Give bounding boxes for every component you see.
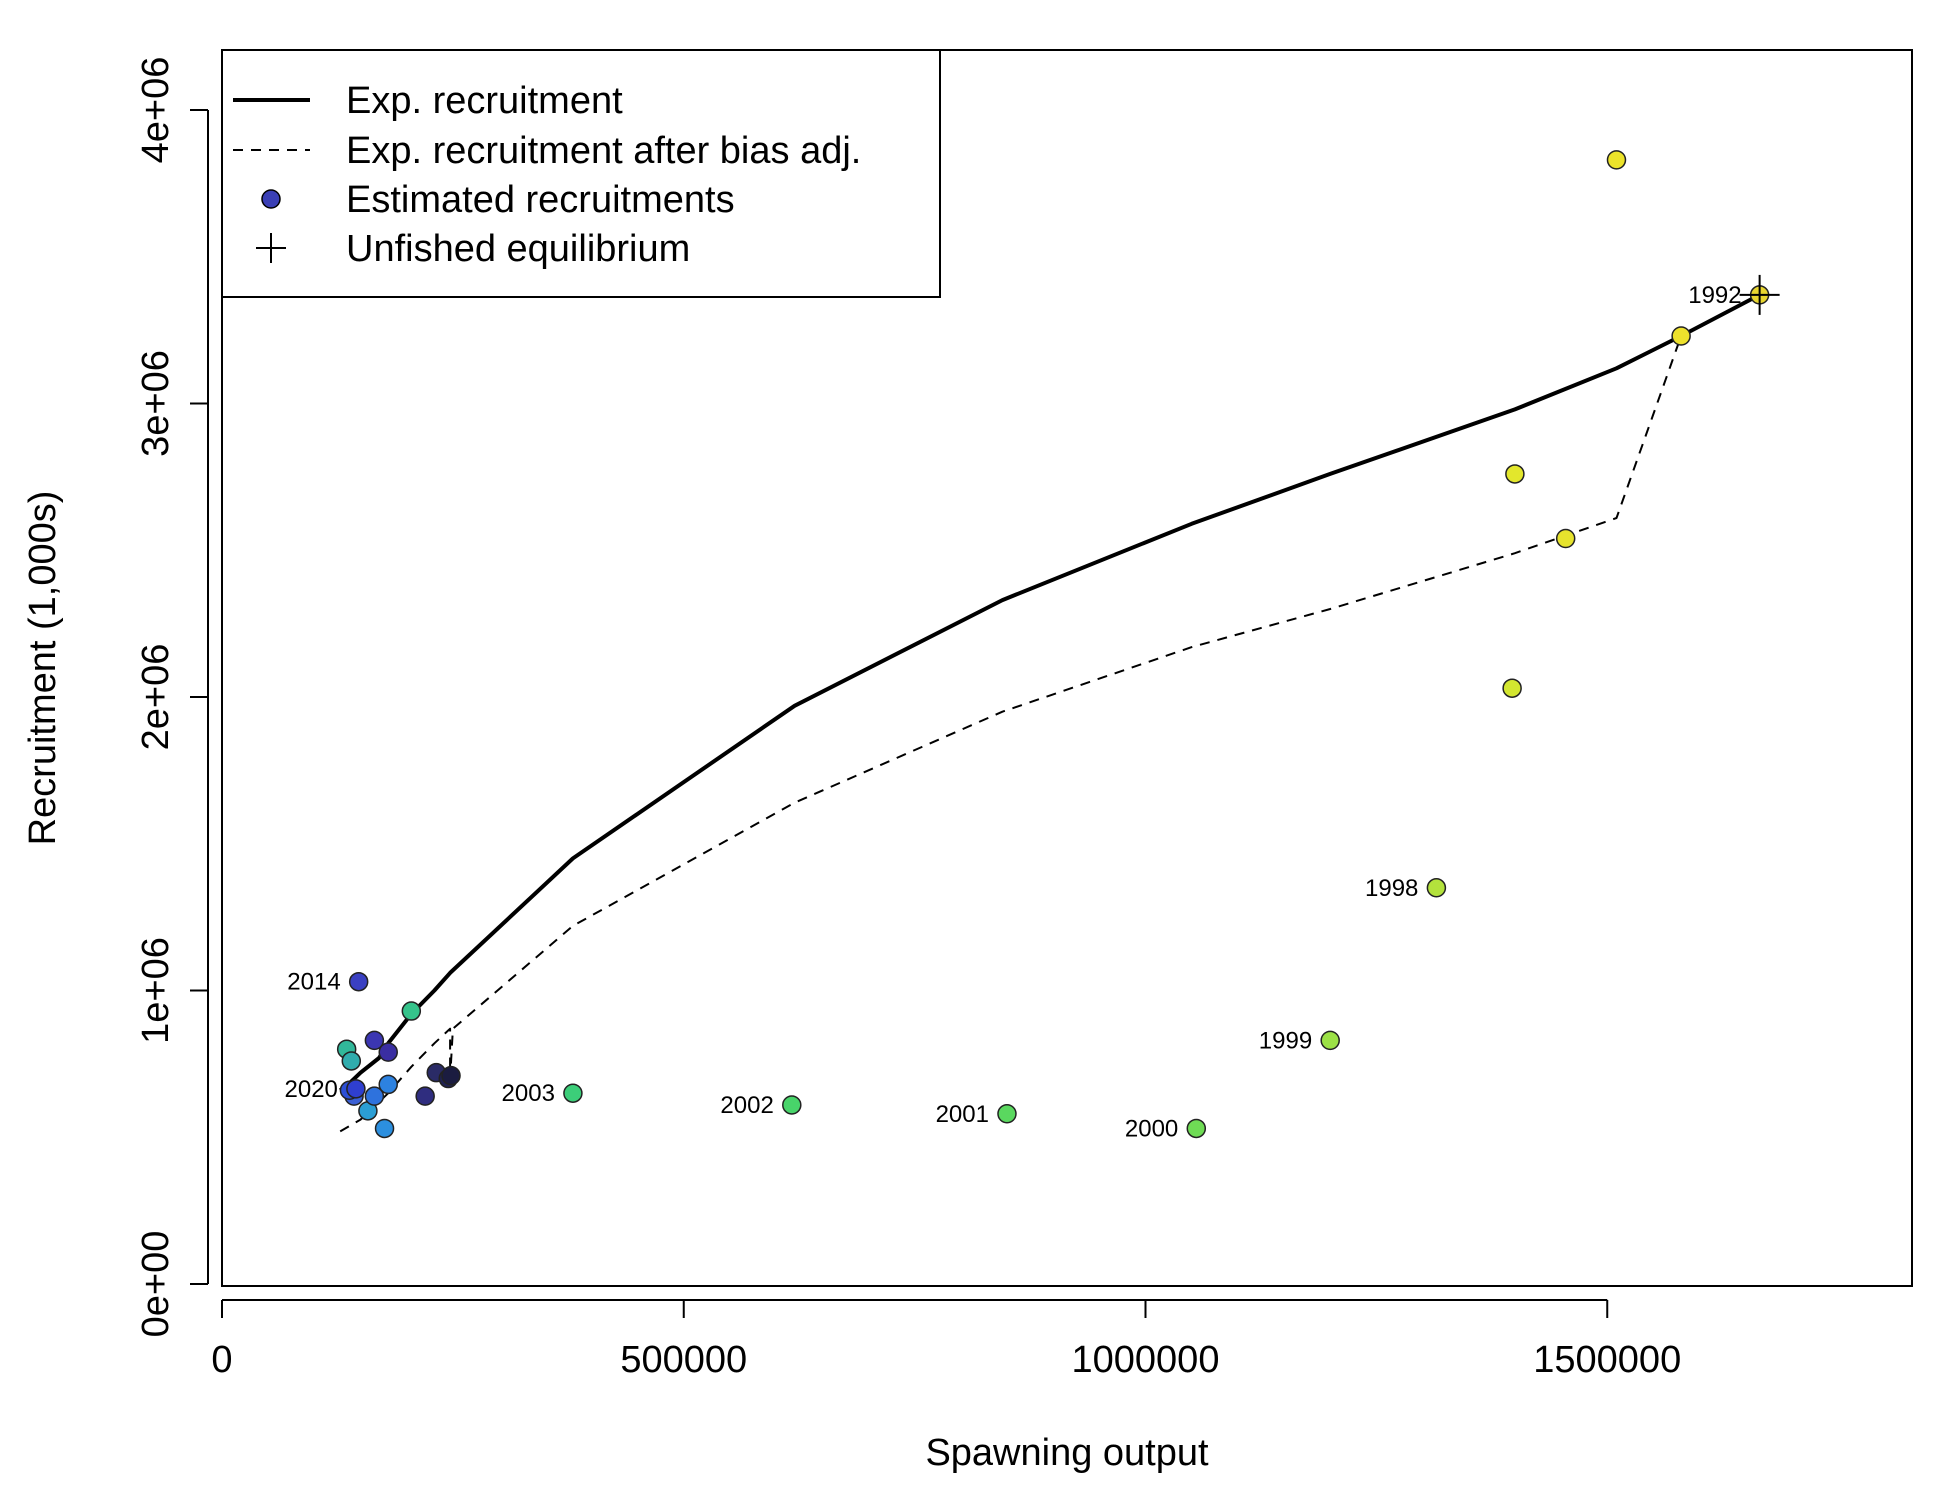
y-tick-label: 4e+06	[135, 57, 177, 164]
legend-point-swatch	[261, 189, 281, 209]
recruitment-point	[997, 1104, 1017, 1124]
y-axis-title: Recruitment (1,000s)	[22, 491, 64, 846]
recruitment-point	[1320, 1030, 1340, 1051]
x-tick-label: 1500000	[1533, 1339, 1681, 1381]
year-label: 1999	[1259, 1027, 1312, 1054]
year-label: 2000	[1125, 1115, 1178, 1142]
x-axis-title: Spawning output	[925, 1432, 1209, 1474]
exp-recruitment-line	[338, 293, 1761, 1092]
recruitment-point	[378, 1042, 398, 1062]
year-label: 2002	[720, 1092, 773, 1119]
x-tick-label: 1000000	[1072, 1339, 1220, 1381]
legend-item-exp-recruitment-bias-adj: Exp. recruitment after bias adj.	[346, 130, 861, 172]
year-label: 1992	[1688, 282, 1741, 309]
year-label: 2003	[502, 1080, 555, 1107]
year-label: 1998	[1365, 875, 1418, 902]
year-label: 2014	[287, 969, 340, 996]
x-tick-label: 0	[211, 1339, 232, 1381]
recruitment-point	[441, 1065, 461, 1086]
legend-item-unfished-equilibrium: Unfished equilibrium	[346, 228, 690, 270]
legend-item-exp-recruitment: Exp. recruitment	[346, 80, 623, 122]
y-tick-label: 1e+06	[135, 937, 177, 1044]
y-tick-label: 3e+06	[135, 350, 177, 457]
recruitment-point	[415, 1086, 435, 1106]
exp-recruitment-bias-adj-line	[339, 294, 1761, 1133]
x-tick-label: 500000	[620, 1339, 747, 1381]
recruitment-point	[401, 1001, 422, 1021]
recruitment-point	[341, 1051, 362, 1071]
recruitment-point	[364, 1086, 385, 1106]
y-axis: 0e+00 1e+06 2e+06 3e+06 4e+06	[135, 57, 209, 1338]
legend-item-estimated-recruitments: Estimated recruitments	[346, 179, 735, 221]
plot-frame	[221, 49, 1913, 1287]
recruitment-point	[1502, 678, 1522, 698]
x-axis: 0 500000 1000000 1500000	[211, 1299, 1681, 1381]
year-labels-layer: 1992 1998 1999 2000 2001 2002 2003 2014 2020	[285, 282, 1742, 1143]
legend: Exp. recruitment Exp. recruitment after …	[221, 49, 941, 298]
recruitment-point	[1606, 150, 1627, 170]
unfished-equilibrium-marker	[1739, 274, 1780, 315]
recruitment-point	[346, 1079, 366, 1099]
recruitment-point	[374, 1118, 395, 1139]
recruitment-point	[364, 1030, 385, 1051]
legend-box	[221, 49, 941, 298]
series-layer	[338, 293, 1761, 1133]
y-tick-label: 0e+00	[135, 1231, 177, 1338]
recruitment-point	[1505, 464, 1525, 484]
recruitment-point	[1555, 528, 1576, 549]
y-tick-label: 2e+06	[135, 644, 177, 751]
recruitment-point	[782, 1095, 802, 1115]
recruitment-point	[348, 971, 369, 992]
recruitment-point	[1186, 1118, 1207, 1139]
recruitment-point	[1426, 878, 1447, 898]
recruitment-point	[563, 1083, 583, 1103]
year-label: 2020	[285, 1076, 338, 1103]
points-layer	[336, 150, 1770, 1139]
recruitment-point	[378, 1074, 398, 1095]
year-label: 2001	[936, 1101, 989, 1128]
recruitment-point	[1671, 326, 1691, 346]
